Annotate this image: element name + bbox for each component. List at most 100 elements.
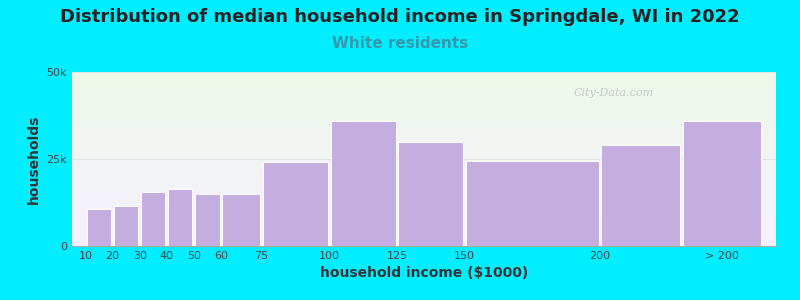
Bar [72,101,776,102]
Bar [72,219,776,220]
Bar [72,170,776,171]
Bar [72,168,776,169]
Bar [141,192,166,246]
Bar [398,142,463,246]
Bar [72,230,776,231]
Bar [72,206,776,207]
Bar [72,93,776,94]
Bar [72,129,776,130]
Bar [72,82,776,83]
Bar [72,202,776,203]
Bar [72,186,776,187]
Bar [114,206,138,246]
Bar [72,217,776,218]
Bar [72,127,776,128]
Bar [72,151,776,152]
Bar [72,164,776,165]
Bar [72,243,776,244]
Bar [72,152,776,153]
Bar [72,99,776,100]
Bar [72,100,776,101]
Y-axis label: households: households [27,114,41,204]
Text: City-Data.com: City-Data.com [574,88,654,98]
Bar [72,157,776,158]
Bar [72,115,776,116]
Bar [72,228,776,229]
Bar [72,161,776,162]
Bar [72,90,776,91]
Bar [72,232,776,233]
Bar [72,104,776,105]
Bar [72,119,776,120]
Bar [72,178,776,179]
Bar [72,118,776,119]
Bar [72,116,776,117]
Bar [72,91,776,92]
Bar [72,85,776,86]
Bar [72,82,776,83]
Bar [72,74,776,75]
Bar [72,121,776,122]
Bar [72,226,776,227]
Bar [72,103,776,104]
Bar [72,197,776,198]
Bar [72,191,776,192]
Bar [72,201,776,202]
Bar [72,96,776,97]
Bar [72,171,776,172]
Bar [72,208,776,209]
Bar [72,141,776,142]
Bar [72,134,776,135]
Bar [72,112,776,113]
Bar [72,147,776,148]
Bar [72,236,776,237]
Bar [72,234,776,235]
Bar [72,216,776,217]
Bar [72,106,776,107]
Bar [72,137,776,138]
Bar [72,175,776,176]
Bar [72,229,776,230]
Bar [72,242,776,243]
Bar [72,213,776,214]
Bar [72,131,776,132]
Bar [72,153,776,154]
Bar [72,220,776,221]
Bar [72,165,776,166]
Bar [72,107,776,108]
Bar [72,149,776,150]
Text: Distribution of median household income in Springdale, WI in 2022: Distribution of median household income … [60,8,740,26]
Bar [72,163,776,164]
Bar [72,238,776,239]
Bar [72,81,776,82]
Bar [72,154,776,155]
Bar [72,145,776,146]
Bar [72,233,776,234]
Bar [72,199,776,200]
Bar [72,79,776,80]
Bar [72,173,776,174]
Bar [72,83,776,84]
Bar [72,218,776,219]
Bar [72,204,776,205]
Bar [72,177,776,178]
Bar [72,202,776,203]
Bar [72,162,776,163]
Bar [72,148,776,149]
Bar [72,188,776,189]
Bar [72,245,776,246]
Bar [72,167,776,168]
Bar [72,78,776,79]
Bar [72,198,776,199]
Bar [72,210,776,211]
Bar [72,237,776,238]
Bar [72,207,776,208]
Bar [72,200,776,201]
Bar [72,108,776,109]
Bar [195,194,219,246]
Bar [72,95,776,96]
Bar [72,94,776,95]
Bar [72,244,776,245]
Bar [263,163,328,246]
Bar [87,209,111,246]
